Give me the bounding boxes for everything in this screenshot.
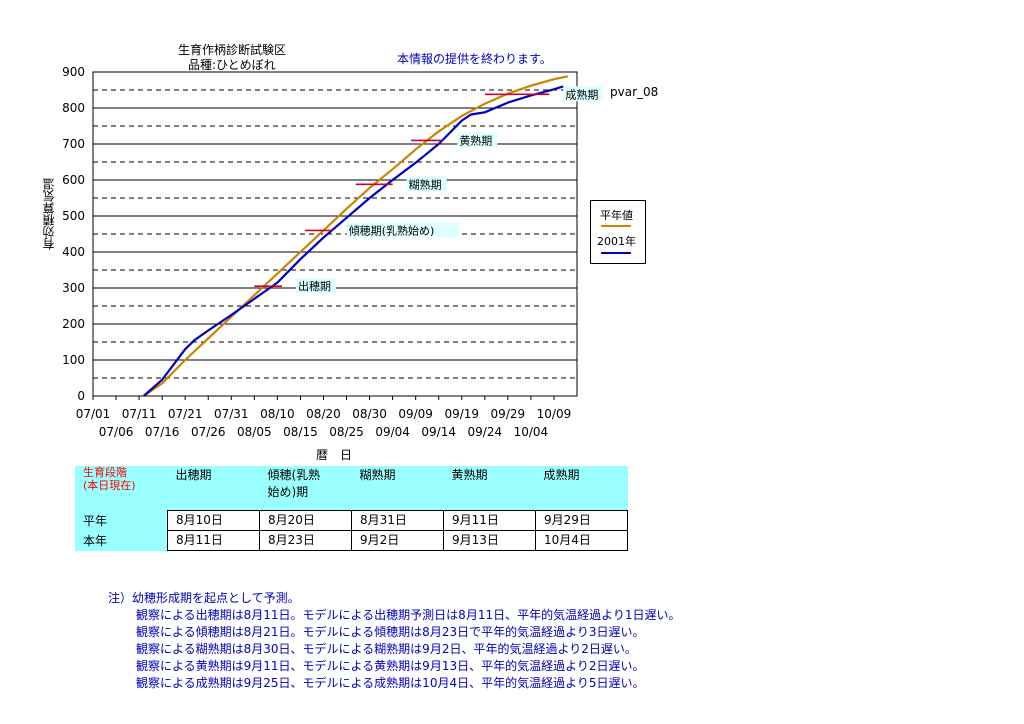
y-tick-label: 500 [62, 209, 85, 223]
table-header-stage-3: 糊熟期 [351, 466, 444, 511]
stage-label-bg [406, 176, 447, 192]
x-tick-label: 08/30 [352, 407, 387, 421]
notes-block: 注）幼穂形成期を起点として予測。 観察による出穂期は8月11日。モデルによる出穂… [108, 590, 681, 692]
stage-label-bg [457, 132, 498, 148]
stage-5-label: 成熟期 [543, 468, 580, 482]
header-title-text: 生育段階 [83, 466, 127, 479]
chart-title-line1: 生育作柄診断試験区 [178, 43, 287, 57]
stage-4-label: 黄熟期 [451, 468, 488, 482]
x-tick-label: 10/04 [514, 425, 549, 439]
table-cell: 8月31日 [351, 510, 444, 531]
x-tick-label: 09/19 [444, 407, 479, 421]
table-header-row: 生育段階 (本日現在) 出穂期 傾穂(乳熟 始め)期 糊熟期 黄熟期 成熟期 [75, 466, 628, 511]
legend-series-2-swatch [601, 252, 631, 254]
notice-text: 本情報の提供を終わります。 [397, 52, 552, 66]
legend-series-1-swatch [601, 225, 631, 227]
x-tick-label: 08/05 [237, 425, 272, 439]
y-tick-label: 900 [62, 65, 85, 79]
stage-label: 出穂期 [298, 279, 331, 293]
stage-3-label: 糊熟期 [359, 468, 396, 482]
stage-label-bg [346, 222, 459, 238]
x-tick-label: 07/01 [76, 407, 111, 421]
plot-area [92, 71, 578, 397]
chart-title-line2: 品種:ひとめぼれ [188, 58, 276, 72]
y-tick-label: 800 [62, 101, 85, 115]
table-header-stage-2: 傾穂(乳熟 始め)期 [259, 466, 352, 511]
x-tick-label: 08/20 [306, 407, 341, 421]
x-tick-label: 08/10 [260, 407, 295, 421]
stage-label: 糊熟期 [409, 177, 442, 191]
table-header-stage-1: 出穂期 [167, 466, 260, 511]
stage-2-label-line2: 始め)期 [267, 485, 309, 499]
x-tick-label: 07/26 [191, 425, 226, 439]
chart-svg: 0 100 200 300 400 500 600 700 800 900 07/01 07/11 07… [62, 65, 604, 439]
notes-head: 注）幼穂形成期を起点として予測。 [108, 591, 300, 605]
x-tick-label: 09/14 [421, 425, 456, 439]
row-label-this-year: 本年 [75, 530, 168, 551]
table-header-stage-4: 黄熟期 [443, 466, 536, 511]
series-line-2 [142, 85, 564, 397]
stage-1-label: 出穂期 [175, 468, 212, 482]
header-sub-text: (本日現在) [83, 479, 136, 492]
x-tick-label: 10/09 [537, 407, 572, 421]
y-tick-label: 0 [77, 389, 85, 403]
x-tick-label: 09/04 [375, 425, 410, 439]
table-header-title: 生育段階 (本日現在) [75, 466, 168, 511]
x-tick-label: 07/06 [99, 425, 134, 439]
legend-series-2-label: 2001年 [597, 235, 636, 248]
table-cell: 8月10日 [167, 510, 260, 531]
y-tick-label: 300 [62, 281, 85, 295]
x-tick-label: 09/29 [491, 407, 526, 421]
stage-2-label-line1: 傾穂(乳熟 [267, 468, 321, 482]
x-tick-label: 07/11 [122, 407, 157, 421]
table-cell: 8月20日 [259, 510, 352, 531]
table-header-stage-5: 成熟期 [535, 466, 628, 511]
table-cell: 9月29日 [535, 510, 628, 531]
table-cell: 10月4日 [535, 530, 628, 551]
stage-label-bg [295, 278, 336, 294]
y-tick-label: 600 [62, 173, 85, 187]
notes-line: 観察による黄熟期は9月11日、モデルによる黄熟期は9月13日、平年的気温経過より… [136, 659, 645, 673]
x-tick-label: 09/24 [468, 425, 503, 439]
x-tick-label: 07/21 [168, 407, 203, 421]
table-row: 本年 8月11日 8月23日 9月2日 9月13日 10月4日 [75, 530, 628, 551]
table-cell: 9月11日 [443, 510, 536, 531]
notes-line: 観察による傾穂期は8月21日。モデルによる傾穂期は8月23日で平年的気温経過より… [136, 625, 645, 639]
table-row: 平年 8月10日 8月20日 8月31日 9月11日 9月29日 [75, 510, 628, 531]
table-cell: 9月2日 [351, 530, 444, 551]
y-tick-label: 400 [62, 245, 85, 259]
series-line-1 [143, 75, 569, 397]
stage-label-bg [563, 86, 604, 102]
y-tick-label: 200 [62, 317, 85, 331]
table-cell: 9月13日 [443, 530, 536, 551]
stage-label: 黄熟期 [459, 133, 492, 147]
x-axis-label: 暦 日 [316, 448, 353, 462]
x-tick-label: 08/25 [329, 425, 364, 439]
code-label: pvar_08 [610, 85, 659, 99]
y-tick-label: 700 [62, 137, 85, 151]
x-tick-label: 07/31 [214, 407, 249, 421]
notes-line: 観察による出穂期は8月11日。モデルによる出穂期予測日は8月11日、平年的気温経… [136, 608, 681, 622]
stage-table: 生育段階 (本日現在) 出穂期 傾穂(乳熟 始め)期 糊熟期 黄熟期 成熟期 平… [75, 466, 628, 551]
table-cell: 8月23日 [259, 530, 352, 551]
stage-label: 傾穂期(乳熟始め) [349, 223, 435, 237]
x-tick-label: 07/16 [145, 425, 180, 439]
notes-line: 観察による成熟期は9月25日、モデルによる成熟期は10月4日、平年的気温経過より… [136, 676, 645, 690]
row-label-normal: 平年 [75, 510, 168, 531]
notes-line: 観察による糊熟期は8月30日、モデルによる糊熟期は9月2日、平年的気温経過より2… [136, 642, 637, 656]
y-tick-label: 100 [62, 353, 85, 367]
stage-label: 成熟期 [565, 87, 598, 101]
legend: 平年値 2001年 [590, 200, 646, 264]
x-tick-label: 09/09 [398, 407, 433, 421]
x-tick-label: 08/15 [283, 425, 318, 439]
legend-series-1-label: 平年値 [600, 209, 633, 222]
table-cell: 8月11日 [167, 530, 260, 551]
